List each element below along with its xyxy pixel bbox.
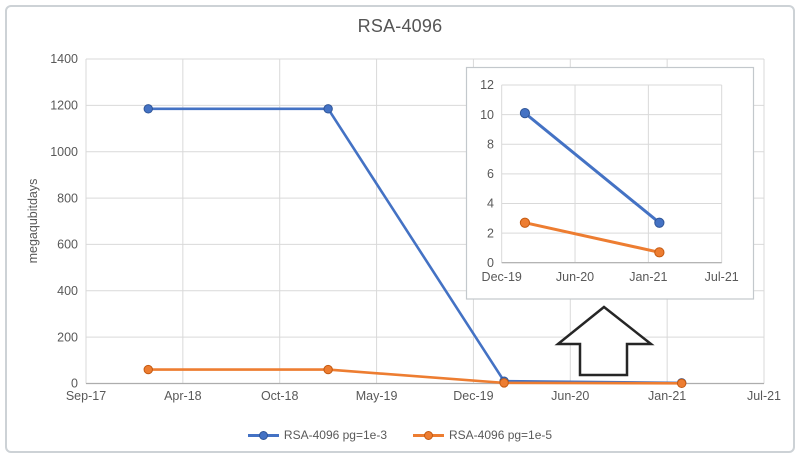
data-point-marker — [519, 108, 531, 119]
series-line-rsa-4096-pg-1e-5 — [523, 221, 661, 254]
data-point-marker — [654, 217, 665, 228]
legend-item-pg1e-3: RSA-4096 pg=1e-3 — [247, 428, 387, 442]
legend-marker-line-dot-icon — [413, 430, 444, 440]
legend-label: RSA-4096 pg=1e-3 — [283, 428, 387, 442]
legend-marker-line-dot-icon — [247, 430, 279, 440]
y-tick-label: 200 — [57, 330, 78, 344]
series-line-rsa-4096-pg-1e-5 — [146, 368, 683, 385]
data-point-marker — [323, 364, 333, 375]
y-tick-label: 400 — [57, 284, 78, 298]
x-tick-label: Apr-18 — [164, 389, 202, 403]
data-point-marker — [654, 247, 665, 258]
y-tick-label: 4 — [487, 197, 494, 211]
y-tick-label: 0 — [71, 377, 78, 391]
y-tick-label: 1400 — [50, 52, 78, 66]
data-point-marker — [519, 217, 531, 228]
x-tick-label: Dec-19 — [482, 270, 522, 284]
data-point-marker — [676, 378, 687, 389]
x-tick-label: Dec-19 — [453, 389, 493, 403]
x-tick-label: Jan-21 — [648, 389, 686, 403]
chart-title: RSA-4096 — [357, 16, 443, 36]
y-tick-label: 10 — [480, 108, 494, 122]
inset-chart-plot: 0 2 4 6 8 10 12 Dec-19 Jun-20 Jan-21 Jul-21 — [480, 78, 739, 284]
legend: RSA-4096 pg=1e-3 RSA-4096 pg=1e-5 — [0, 428, 800, 442]
x-tick-label: Jul-21 — [747, 389, 781, 403]
data-point-marker — [323, 104, 333, 114]
x-tick-label: Jan-21 — [629, 270, 667, 284]
y-tick-label: 8 — [487, 137, 494, 151]
legend-item-pg1e-5: RSA-4096 pg=1e-5 — [413, 428, 552, 442]
data-point-marker — [143, 104, 153, 114]
x-tick-label: Jun-20 — [551, 389, 589, 403]
y-tick-label: 800 — [57, 191, 78, 205]
y-tick-label: 0 — [487, 256, 494, 270]
series-line-rsa-4096-pg-1e-3 — [523, 111, 661, 225]
y-tick-label: 600 — [57, 238, 78, 252]
legend-label: RSA-4096 pg=1e-5 — [449, 428, 553, 442]
x-tick-label: May-19 — [356, 389, 398, 403]
y-tick-label: 6 — [487, 167, 494, 181]
y-tick-label: 1200 — [50, 99, 78, 113]
y-tick-label: 2 — [487, 226, 494, 240]
main-chart-plot: 0 200 400 600 800 1000 1200 1400 Sep-17 Apr-18 Oct… — [50, 52, 781, 403]
x-tick-label: Jul-21 — [705, 270, 739, 284]
data-point-marker — [143, 364, 153, 375]
y-tick-label: 12 — [480, 78, 494, 92]
x-tick-label: Oct-18 — [261, 389, 299, 403]
zoom-arrow-icon — [554, 305, 655, 377]
data-point-marker — [499, 378, 509, 388]
x-tick-label: Jun-20 — [556, 270, 594, 284]
x-tick-label: Sep-17 — [66, 389, 106, 403]
y-tick-label: 1000 — [50, 145, 78, 159]
